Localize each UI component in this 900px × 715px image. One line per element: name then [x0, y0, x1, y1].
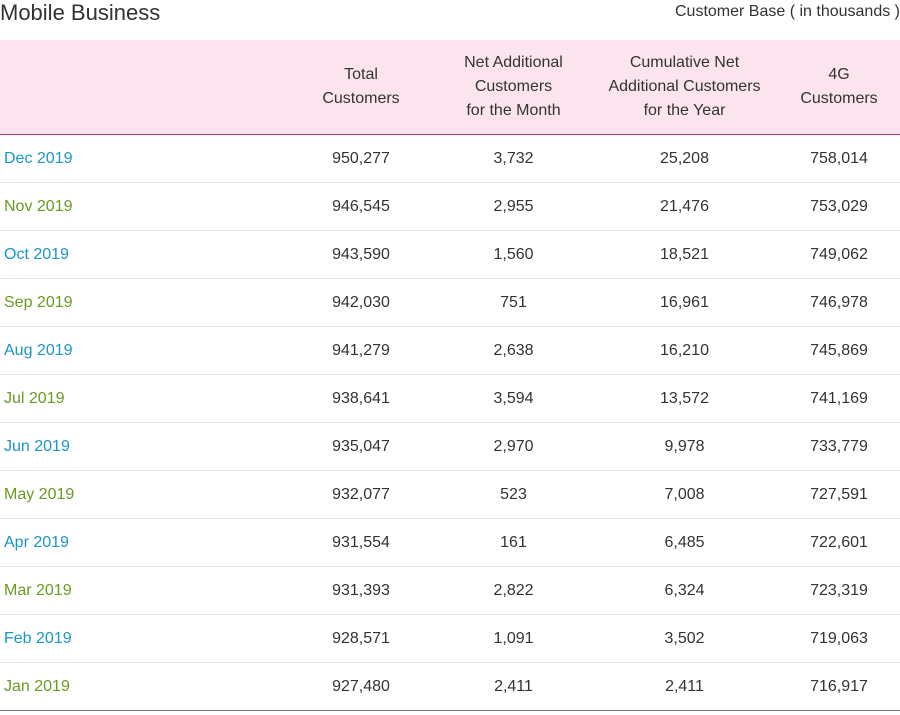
- month-link[interactable]: Feb 2019: [0, 614, 286, 663]
- cum-year-cell: 25,208: [591, 134, 778, 183]
- 4g-customers-cell: 727,591: [778, 470, 900, 519]
- 4g-customers-cell: 741,169: [778, 374, 900, 423]
- unit-note: Customer Base ( in thousands ): [675, 3, 900, 20]
- header-line: for the Month: [466, 102, 561, 119]
- net-month-cell: 3,594: [436, 374, 591, 423]
- header-line: Customers: [322, 90, 400, 107]
- 4g-customers-cell: 719,063: [778, 614, 900, 663]
- cum-year-cell: 2,411: [591, 662, 778, 711]
- table-row: Sep 2019 942,030 751 16,961 746,978: [0, 278, 900, 327]
- total-customers-cell: 927,480: [286, 662, 436, 711]
- 4g-customers-cell: 723,319: [778, 566, 900, 615]
- month-link[interactable]: Sep 2019: [0, 278, 286, 327]
- net-month-cell: 2,411: [436, 662, 591, 711]
- table-row: Jun 2019 935,047 2,970 9,978 733,779: [0, 422, 900, 471]
- header-line: Additional Customers: [608, 78, 761, 95]
- total-customers-cell: 946,545: [286, 182, 436, 231]
- header-line: for the Year: [643, 102, 726, 119]
- 4g-customers-cell: 758,014: [778, 134, 900, 183]
- table-row: Jul 2019 938,641 3,594 13,572 741,169: [0, 374, 900, 423]
- net-month-cell: 2,822: [436, 566, 591, 615]
- table-row: Oct 2019 943,590 1,560 18,521 749,062: [0, 230, 900, 279]
- month-link[interactable]: Jan 2019: [0, 662, 286, 711]
- month-link[interactable]: Jun 2019: [0, 422, 286, 471]
- header-line: Customers: [800, 90, 878, 107]
- header-4g-customers: 4G Customers: [778, 40, 900, 135]
- table-row: Apr 2019 931,554 161 6,485 722,601: [0, 518, 900, 567]
- table-row: Aug 2019 941,279 2,638 16,210 745,869: [0, 326, 900, 375]
- total-customers-cell: 935,047: [286, 422, 436, 471]
- table-row: Jan 2019 927,480 2,411 2,411 716,917: [0, 662, 900, 711]
- cum-year-cell: 16,210: [591, 326, 778, 375]
- month-link[interactable]: May 2019: [0, 470, 286, 519]
- page-title: Mobile Business: [0, 0, 161, 25]
- table-row: May 2019 932,077 523 7,008 727,591: [0, 470, 900, 519]
- 4g-customers-cell: 716,917: [778, 662, 900, 711]
- header-line: Customers: [474, 78, 553, 95]
- 4g-customers-cell: 746,978: [778, 278, 900, 327]
- header-total-customers: Total Customers: [286, 40, 436, 135]
- header-cumulative-net-year: Cumulative Net Additional Customers for …: [591, 40, 778, 135]
- net-month-cell: 2,955: [436, 182, 591, 231]
- net-month-cell: 1,560: [436, 230, 591, 279]
- net-month-cell: 751: [436, 278, 591, 327]
- cum-year-cell: 7,008: [591, 470, 778, 519]
- month-link[interactable]: Aug 2019: [0, 326, 286, 375]
- month-link[interactable]: Jul 2019: [0, 374, 286, 423]
- total-customers-cell: 931,393: [286, 566, 436, 615]
- header-line: Total: [344, 66, 378, 83]
- month-link[interactable]: Mar 2019: [0, 566, 286, 615]
- total-customers-cell: 943,590: [286, 230, 436, 279]
- table-row: Dec 2019 950,277 3,732 25,208 758,014: [0, 134, 900, 183]
- 4g-customers-cell: 753,029: [778, 182, 900, 231]
- cum-year-cell: 9,978: [591, 422, 778, 471]
- table-body: Dec 2019 950,277 3,732 25,208 758,014 No…: [0, 134, 900, 711]
- cum-year-cell: 3,502: [591, 614, 778, 663]
- cum-year-cell: 13,572: [591, 374, 778, 423]
- header-line: 4G: [828, 66, 850, 83]
- 4g-customers-cell: 722,601: [778, 518, 900, 567]
- total-customers-cell: 938,641: [286, 374, 436, 423]
- cum-year-cell: 6,324: [591, 566, 778, 615]
- total-customers-cell: 932,077: [286, 470, 436, 519]
- header-line: Cumulative Net: [629, 54, 740, 71]
- header-line: Net Additional: [464, 54, 563, 71]
- header-row: Total Customers Net Additional Customers…: [0, 40, 900, 135]
- month-link[interactable]: Dec 2019: [0, 134, 286, 183]
- total-customers-cell: 931,554: [286, 518, 436, 567]
- net-month-cell: 161: [436, 518, 591, 567]
- cum-year-cell: 18,521: [591, 230, 778, 279]
- month-link[interactable]: Oct 2019: [0, 230, 286, 279]
- net-month-cell: 2,638: [436, 326, 591, 375]
- header-net-additional-month: Net Additional Customers for the Month: [436, 40, 591, 135]
- 4g-customers-cell: 749,062: [778, 230, 900, 279]
- cum-year-cell: 21,476: [591, 182, 778, 231]
- table-row: Nov 2019 946,545 2,955 21,476 753,029: [0, 182, 900, 231]
- total-customers-cell: 941,279: [286, 326, 436, 375]
- 4g-customers-cell: 745,869: [778, 326, 900, 375]
- table-row: Feb 2019 928,571 1,091 3,502 719,063: [0, 614, 900, 663]
- month-link[interactable]: Nov 2019: [0, 182, 286, 231]
- table-row: Mar 2019 931,393 2,822 6,324 723,319: [0, 566, 900, 615]
- total-customers-cell: 928,571: [286, 614, 436, 663]
- total-customers-cell: 950,277: [286, 134, 436, 183]
- net-month-cell: 523: [436, 470, 591, 519]
- cum-year-cell: 16,961: [591, 278, 778, 327]
- net-month-cell: 2,970: [436, 422, 591, 471]
- cum-year-cell: 6,485: [591, 518, 778, 567]
- customer-base-table: Total Customers Net Additional Customers…: [0, 40, 900, 711]
- total-customers-cell: 942,030: [286, 278, 436, 327]
- table-header: Total Customers Net Additional Customers…: [0, 40, 900, 135]
- header-month: [0, 40, 286, 135]
- month-link[interactable]: Apr 2019: [0, 518, 286, 567]
- net-month-cell: 3,732: [436, 134, 591, 183]
- net-month-cell: 1,091: [436, 614, 591, 663]
- 4g-customers-cell: 733,779: [778, 422, 900, 471]
